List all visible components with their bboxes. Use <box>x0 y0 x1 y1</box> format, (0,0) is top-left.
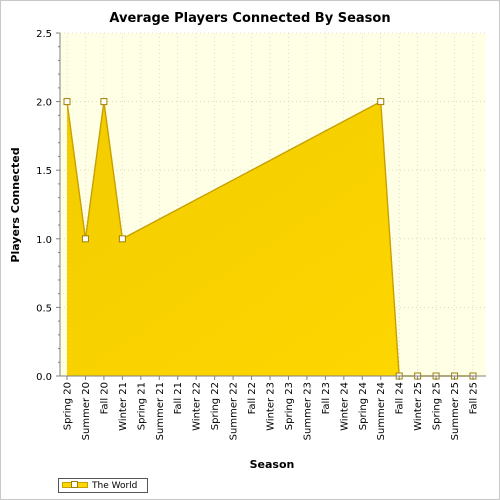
x-tick-label: Summer 20 <box>81 382 92 440</box>
x-tick-label: Spring 23 <box>284 382 295 430</box>
x-tick-label: Winter 21 <box>118 382 129 431</box>
x-tick-label: Winter 24 <box>339 382 350 431</box>
y-tick-label: 2.5 <box>36 29 52 40</box>
y-tick-label: 1.5 <box>36 166 52 177</box>
chart-title: Average Players Connected By Season <box>109 11 390 26</box>
x-tick-label: Fall 24 <box>395 382 406 414</box>
data-point <box>377 98 385 106</box>
y-tick-label: 0.5 <box>36 303 52 314</box>
y-tick-label: 2.0 <box>36 98 52 109</box>
x-tick-label: Fall 25 <box>469 382 480 414</box>
x-tick-label: Fall 21 <box>173 382 184 414</box>
y-tick-label: 1.0 <box>36 235 52 246</box>
x-tick-label: Spring 22 <box>210 382 221 430</box>
data-point <box>63 98 71 106</box>
x-tick-label: Fall 22 <box>247 382 258 414</box>
series-area <box>67 101 473 376</box>
x-tick-label: Fall 20 <box>99 382 110 414</box>
x-tick-label: Winter 25 <box>413 382 424 431</box>
legend-label: The World <box>92 480 138 491</box>
x-tick-label: Summer 21 <box>155 382 166 440</box>
x-tick-label: Spring 24 <box>358 382 369 430</box>
x-tick-label: Winter 23 <box>266 382 277 431</box>
y-axis-label: Players Connected <box>9 147 22 262</box>
x-tick-label: Fall 23 <box>321 382 332 414</box>
x-tick-label: Spring 20 <box>63 382 74 430</box>
x-tick-label: Spring 21 <box>136 382 147 430</box>
x-tick-label: Summer 24 <box>376 382 387 440</box>
x-tick-label: Summer 23 <box>302 382 313 440</box>
x-tick-label: Summer 25 <box>450 382 461 440</box>
data-point <box>118 235 126 243</box>
data-point <box>100 98 108 106</box>
legend-swatch <box>62 480 88 491</box>
data-point <box>81 235 89 243</box>
x-tick-label: Spring 25 <box>432 382 443 430</box>
x-tick-label: Summer 22 <box>229 382 240 440</box>
legend: The World <box>58 478 148 493</box>
x-axis-label: Season <box>250 458 295 471</box>
y-tick-label: 0.0 <box>36 372 52 383</box>
x-tick-label: Winter 22 <box>192 382 203 431</box>
